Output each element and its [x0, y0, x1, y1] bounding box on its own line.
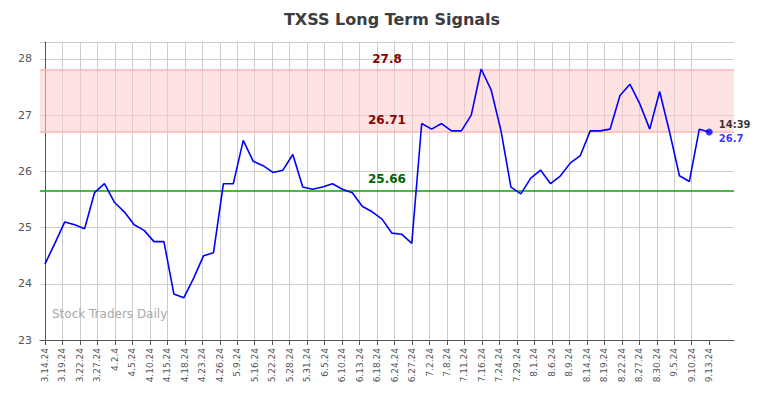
svg-text:5.9.24: 5.9.24 — [232, 348, 242, 377]
svg-text:7.11.24: 7.11.24 — [459, 348, 469, 383]
svg-text:6.5.24: 6.5.24 — [320, 348, 330, 377]
svg-text:27: 27 — [18, 109, 32, 122]
svg-text:26: 26 — [18, 165, 32, 178]
svg-text:3.27.24: 3.27.24 — [92, 348, 102, 383]
svg-text:9.5.24: 9.5.24 — [669, 348, 679, 377]
svg-text:4.10.24: 4.10.24 — [145, 348, 155, 383]
svg-text:14:39: 14:39 — [719, 119, 751, 130]
svg-text:8.9.24: 8.9.24 — [564, 348, 574, 377]
svg-text:24: 24 — [18, 277, 32, 290]
svg-text:6.24.24: 6.24.24 — [390, 348, 400, 383]
svg-text:4.15.24: 4.15.24 — [162, 348, 172, 383]
svg-text:7.2.24: 7.2.24 — [425, 348, 435, 377]
svg-text:8.27.24: 8.27.24 — [634, 348, 644, 383]
svg-text:6.10.24: 6.10.24 — [337, 348, 347, 383]
svg-text:26.71: 26.71 — [368, 113, 406, 127]
svg-text:5.28.24: 5.28.24 — [285, 348, 295, 383]
svg-text:23: 23 — [18, 334, 32, 347]
svg-text:8.1.24: 8.1.24 — [529, 348, 539, 377]
svg-text:25: 25 — [18, 221, 32, 234]
svg-text:5.31.24: 5.31.24 — [302, 348, 312, 383]
svg-text:Stock Traders Daily: Stock Traders Daily — [52, 307, 167, 321]
svg-text:TXSS Long Term Signals: TXSS Long Term Signals — [284, 10, 500, 29]
svg-text:7.16.24: 7.16.24 — [477, 348, 487, 383]
svg-text:8.19.24: 8.19.24 — [599, 348, 609, 383]
svg-text:5.22.24: 5.22.24 — [267, 348, 277, 383]
svg-text:4.18.24: 4.18.24 — [180, 348, 190, 383]
svg-text:9.10.24: 9.10.24 — [687, 348, 697, 383]
svg-text:3.14.24: 3.14.24 — [40, 348, 50, 383]
svg-text:8.30.24: 8.30.24 — [652, 348, 662, 383]
svg-text:6.27.24: 6.27.24 — [407, 348, 417, 383]
svg-text:3.19.24: 3.19.24 — [57, 348, 67, 383]
svg-text:6.13.24: 6.13.24 — [355, 348, 365, 383]
svg-text:26.7: 26.7 — [719, 133, 744, 144]
svg-text:4.23.24: 4.23.24 — [197, 348, 207, 383]
svg-text:4.5.24: 4.5.24 — [127, 348, 137, 377]
svg-text:7.8.24: 7.8.24 — [442, 348, 452, 377]
svg-text:8.14.24: 8.14.24 — [582, 348, 592, 383]
svg-text:7.24.24: 7.24.24 — [494, 348, 504, 383]
svg-text:4.26.24: 4.26.24 — [215, 348, 225, 383]
svg-text:6.18.24: 6.18.24 — [372, 348, 382, 383]
svg-text:8.22.24: 8.22.24 — [617, 348, 627, 383]
svg-text:9.13.24: 9.13.24 — [704, 348, 714, 383]
svg-text:28: 28 — [18, 52, 32, 65]
svg-text:5.16.24: 5.16.24 — [250, 348, 260, 383]
svg-text:7.29.24: 7.29.24 — [512, 348, 522, 383]
svg-text:25.66: 25.66 — [368, 172, 406, 186]
svg-text:4.2.4: 4.2.4 — [110, 348, 120, 371]
svg-text:27.8: 27.8 — [372, 52, 402, 66]
svg-text:3.22.24: 3.22.24 — [75, 348, 85, 383]
svg-text:8.6.24: 8.6.24 — [547, 348, 557, 377]
